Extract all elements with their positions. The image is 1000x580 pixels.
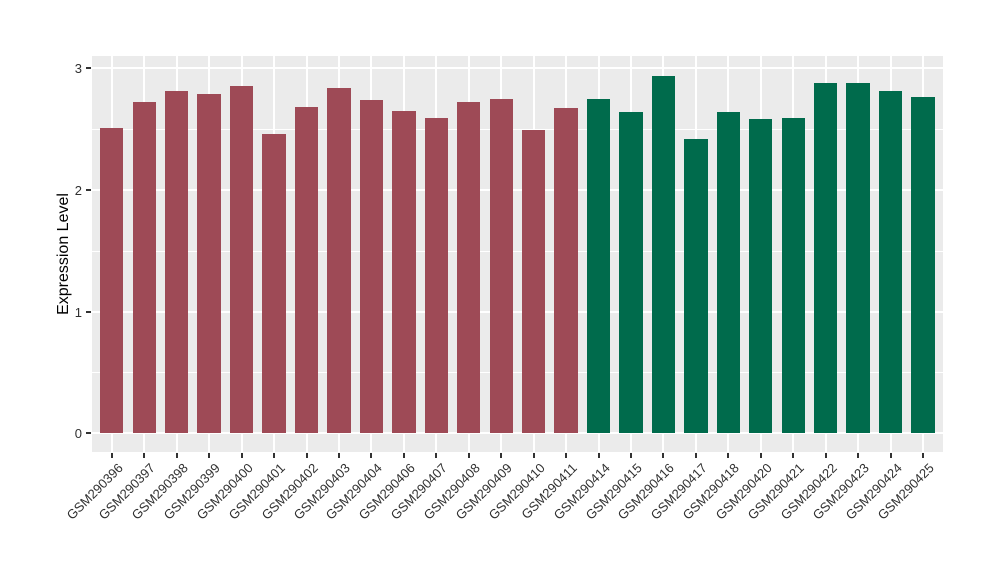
bar-GSM290425 bbox=[911, 97, 935, 434]
x-tick-mark bbox=[500, 453, 503, 458]
bar-GSM290424 bbox=[878, 91, 903, 434]
bar-GSM290403 bbox=[327, 87, 351, 434]
x-tick-mark bbox=[759, 453, 762, 458]
y-tick-mark bbox=[86, 432, 91, 435]
gridline-minor bbox=[92, 250, 943, 252]
x-tick-mark bbox=[110, 453, 113, 458]
bar-GSM290409 bbox=[489, 98, 513, 434]
bar-GSM290416 bbox=[651, 75, 676, 434]
x-tick-mark bbox=[273, 453, 276, 458]
x-tick-mark bbox=[792, 453, 795, 458]
x-tick-mark bbox=[305, 453, 308, 458]
x-tick-mark bbox=[143, 453, 146, 458]
bar-GSM290401 bbox=[262, 133, 286, 434]
bar-GSM290411 bbox=[554, 108, 578, 434]
gridline-major bbox=[92, 188, 943, 191]
bar-GSM290418 bbox=[716, 112, 741, 434]
x-tick-mark bbox=[857, 453, 860, 458]
bar-GSM290396 bbox=[100, 127, 124, 434]
bar-GSM290423 bbox=[846, 82, 870, 434]
y-tick-label: 3 bbox=[74, 61, 82, 77]
bar-GSM290422 bbox=[814, 82, 838, 434]
bar-GSM290398 bbox=[165, 91, 189, 434]
x-tick-mark bbox=[467, 453, 470, 458]
bar-GSM290402 bbox=[294, 107, 319, 434]
bar-GSM290397 bbox=[132, 102, 156, 434]
x-tick-mark bbox=[662, 453, 665, 458]
bar-GSM290400 bbox=[229, 86, 254, 434]
bar-GSM290404 bbox=[359, 99, 384, 434]
bar-GSM290415 bbox=[619, 112, 643, 434]
bar-GSM290417 bbox=[684, 138, 708, 434]
y-tick-mark bbox=[86, 188, 91, 191]
x-tick-mark bbox=[370, 453, 373, 458]
x-tick-mark bbox=[402, 453, 405, 458]
plot-panel bbox=[92, 56, 943, 452]
bar-GSM290421 bbox=[781, 118, 805, 434]
bar-GSM290410 bbox=[521, 130, 546, 434]
bar-GSM290408 bbox=[457, 102, 481, 434]
x-tick-mark bbox=[630, 453, 632, 458]
gridline-minor bbox=[92, 129, 943, 131]
x-tick-mark bbox=[435, 453, 438, 458]
bar-GSM290414 bbox=[586, 98, 611, 434]
x-tick-mark bbox=[565, 453, 568, 458]
x-tick-mark bbox=[597, 453, 600, 458]
x-tick-mark bbox=[922, 453, 925, 458]
x-tick-mark bbox=[824, 453, 827, 458]
x-tick-mark bbox=[532, 453, 535, 458]
gridline-minor bbox=[92, 372, 943, 374]
bar-GSM290407 bbox=[424, 118, 448, 434]
y-tick-label: 2 bbox=[74, 182, 82, 198]
y-tick-label: 1 bbox=[74, 304, 82, 320]
gridline-major bbox=[92, 310, 943, 313]
x-tick-mark bbox=[727, 453, 730, 458]
gridline-major bbox=[92, 432, 943, 435]
y-axis-title: Expression Level bbox=[55, 193, 72, 315]
x-tick-mark bbox=[337, 453, 340, 458]
y-tick-label: 0 bbox=[74, 426, 82, 442]
bar-GSM290399 bbox=[197, 93, 221, 434]
x-tick-mark bbox=[240, 453, 243, 458]
bar-GSM290406 bbox=[392, 110, 416, 434]
x-tick-mark bbox=[889, 453, 892, 458]
gridline-major bbox=[92, 67, 943, 70]
y-tick-mark bbox=[86, 310, 91, 313]
x-tick-mark bbox=[694, 453, 697, 458]
x-tick-mark bbox=[175, 453, 178, 458]
x-tick-mark bbox=[208, 453, 211, 458]
bar-GSM290420 bbox=[749, 119, 773, 434]
y-tick-mark bbox=[86, 67, 91, 70]
